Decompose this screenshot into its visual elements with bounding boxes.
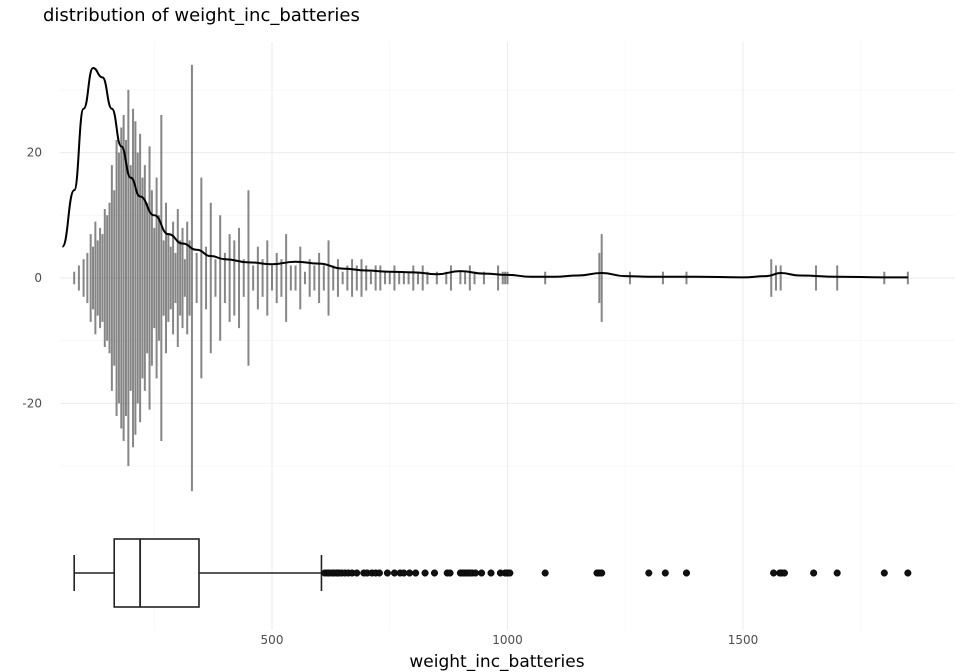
outlier-point bbox=[353, 569, 361, 577]
outlier-point bbox=[471, 569, 480, 577]
outlier-point bbox=[598, 569, 606, 577]
histogram bbox=[73, 64, 909, 492]
y-tick-label: -20 bbox=[22, 396, 42, 410]
outlier-point bbox=[430, 569, 439, 577]
outlier-point bbox=[810, 569, 818, 577]
outlier-point bbox=[880, 569, 888, 577]
outlier-point bbox=[405, 569, 414, 577]
outlier-point bbox=[421, 569, 429, 577]
outlier-point bbox=[780, 569, 788, 577]
outlier-point bbox=[682, 569, 691, 577]
y-tick-label: 20 bbox=[27, 146, 42, 160]
outlier-point bbox=[446, 569, 454, 577]
boxplot bbox=[73, 538, 912, 608]
outlier-point bbox=[904, 569, 912, 577]
x-tick-labels: 500 1000 1500 bbox=[261, 633, 759, 647]
x-tick-label: 1000 bbox=[492, 633, 523, 647]
outlier-point bbox=[506, 569, 514, 577]
outlier-point bbox=[375, 569, 383, 577]
outlier-point bbox=[833, 569, 841, 577]
y-tick-labels: 20 0 -20 bbox=[22, 146, 42, 411]
y-tick-label: 0 bbox=[34, 271, 42, 285]
density-line bbox=[61, 66, 908, 279]
outlier-point bbox=[487, 569, 495, 577]
x-tick-label: 1500 bbox=[728, 633, 759, 647]
x-axis-label: weight_inc_batteries bbox=[409, 652, 584, 672]
outlier-point bbox=[541, 569, 549, 577]
x-tick-label: 500 bbox=[261, 633, 284, 647]
density-curve bbox=[61, 66, 908, 279]
outlier-point bbox=[645, 569, 653, 577]
box bbox=[113, 538, 200, 608]
outlier-point bbox=[661, 569, 669, 577]
outlier-point bbox=[770, 569, 778, 577]
outlier-point bbox=[383, 569, 391, 577]
chart-title: distribution of weight_inc_batteries bbox=[43, 5, 360, 26]
outlier-point bbox=[478, 569, 486, 577]
outlier-point bbox=[412, 569, 420, 577]
